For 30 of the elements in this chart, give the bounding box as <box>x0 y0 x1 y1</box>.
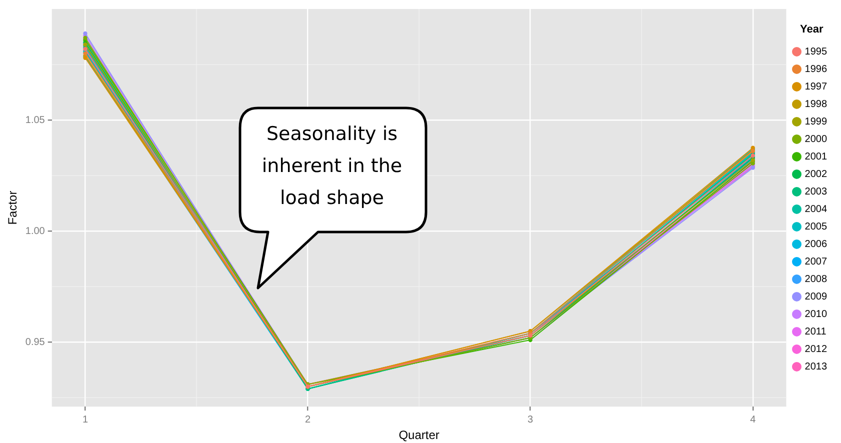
legend-label: 2013 <box>804 361 828 372</box>
x-axis-title: Quarter <box>398 428 440 442</box>
legend-label: 1995 <box>804 46 828 58</box>
legend-label: 1998 <box>804 98 828 110</box>
x-tick-label: 3 <box>528 414 534 426</box>
legend-label: 2000 <box>804 134 828 145</box>
annotation: Seasonality is inherent in the load shape <box>260 122 404 211</box>
legend-label: 1996 <box>804 64 828 75</box>
legend-label: 2002 <box>804 168 828 180</box>
legend-label: 2012 <box>804 344 828 355</box>
legend-label: 2006 <box>804 238 828 250</box>
legend-label: 1997 <box>804 81 828 92</box>
legend-label: 2005 <box>804 221 828 232</box>
x-tick-label: 1 <box>82 414 88 426</box>
legend-label: 2010 <box>804 308 828 320</box>
y-axis-title: Factor <box>6 190 20 225</box>
legend-label: 1999 <box>804 116 828 128</box>
y-tick-label: 1.05 <box>25 114 46 126</box>
legend-label: 2001 <box>804 151 828 162</box>
x-tick-label: 4 <box>750 414 756 426</box>
x-tick-label: 2 <box>305 414 312 426</box>
legend-label: 2003 <box>804 186 828 198</box>
legend-label: 2007 <box>804 256 828 268</box>
legend-label: 2011 <box>804 326 827 338</box>
y-tick-label: 1.00 <box>25 226 46 237</box>
legend-label: 2009 <box>804 291 828 302</box>
legend-label: 2004 <box>804 204 828 215</box>
y-tick-label: 0.95 <box>25 336 46 348</box>
legend-label: 2008 <box>804 274 828 285</box>
legend-title: Year <box>800 24 824 36</box>
